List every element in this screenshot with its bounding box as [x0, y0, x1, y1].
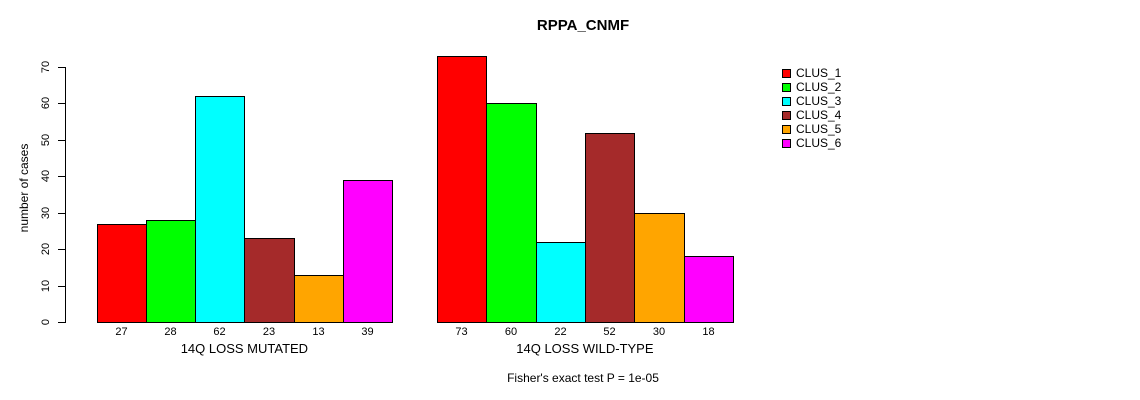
legend-label: CLUS_1	[796, 66, 842, 80]
y-tick-label: 20	[40, 242, 52, 256]
bar-value-label: 22	[554, 326, 567, 338]
y-tick-mark	[58, 103, 66, 104]
y-tick-mark	[58, 67, 66, 68]
y-tick-label: 70	[40, 60, 52, 74]
y-tick-label: 40	[40, 169, 52, 183]
legend-label: CLUS_5	[796, 122, 842, 136]
y-axis-label: number of cases	[17, 143, 31, 233]
legend-label: CLUS_4	[796, 108, 842, 122]
bar	[343, 180, 393, 323]
bar	[146, 220, 196, 323]
bar	[634, 213, 685, 323]
fisher-test-annotation: Fisher's exact test P = 1e-05	[507, 371, 659, 385]
legend-row: CLUS_6	[782, 136, 841, 150]
legend-row: CLUS_1	[782, 66, 841, 80]
legend-row: CLUS_3	[782, 94, 841, 108]
legend-swatch	[782, 138, 791, 148]
legend-row: CLUS_5	[782, 122, 841, 136]
legend-row: CLUS_4	[782, 108, 841, 122]
bar-value-label: 39	[361, 326, 374, 338]
legend-swatch	[782, 82, 791, 92]
legend-label: CLUS_6	[796, 136, 842, 150]
y-tick-label: 10	[40, 279, 52, 293]
bar	[684, 256, 734, 323]
y-tick-label: 0	[40, 318, 52, 326]
y-tick-mark	[58, 322, 66, 323]
legend-swatch	[782, 96, 791, 106]
bar-value-label: 30	[652, 326, 666, 338]
bar	[486, 103, 537, 323]
bar-value-label: 28	[164, 326, 177, 338]
group-label: 14Q LOSS MUTATED	[180, 341, 309, 356]
legend-swatch	[782, 68, 791, 78]
legend-label: CLUS_3	[796, 94, 842, 108]
y-tick-mark	[58, 213, 66, 214]
legend-row: CLUS_2	[782, 80, 841, 94]
bar-value-label: 52	[603, 326, 616, 338]
bar	[536, 242, 586, 323]
y-tick-mark	[58, 249, 66, 250]
bar-value-label: 62	[213, 326, 226, 338]
bar-value-label: 73	[455, 326, 468, 338]
bar	[244, 238, 295, 323]
y-tick-label: 30	[40, 206, 52, 220]
legend-swatch	[782, 124, 791, 134]
y-tick-mark	[58, 140, 66, 141]
y-tick-mark	[58, 176, 66, 177]
bar-value-label: 23	[262, 326, 276, 338]
bar	[195, 96, 245, 323]
bar	[437, 56, 487, 323]
legend: CLUS_1 CLUS_2 CLUS_3 CLUS_4 CLUS_5 CLUS_6	[782, 66, 841, 150]
bar-value-label: 18	[702, 326, 715, 338]
bar	[294, 275, 344, 323]
bar-value-label: 13	[312, 326, 325, 338]
bar-value-label: 27	[115, 326, 128, 338]
legend-label: CLUS_2	[796, 80, 842, 94]
bar-value-label: 60	[504, 326, 518, 338]
y-tick-label: 60	[40, 96, 52, 110]
group-label: 14Q LOSS WILD-TYPE	[516, 341, 654, 356]
y-axis-line	[65, 67, 66, 323]
bar	[585, 133, 635, 323]
chart-title: RPPA_CNMF	[536, 17, 630, 34]
legend-swatch	[782, 110, 791, 120]
y-tick-label: 50	[40, 133, 52, 147]
y-tick-mark	[58, 286, 66, 287]
bar	[97, 224, 147, 323]
